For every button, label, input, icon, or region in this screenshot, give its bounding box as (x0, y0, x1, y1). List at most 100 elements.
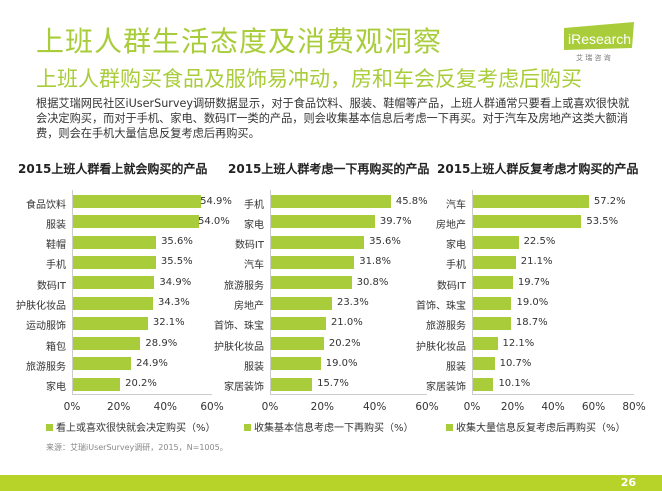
data-label: 10.1% (498, 378, 531, 390)
bar (271, 235, 365, 249)
data-label: 21.0% (330, 317, 363, 329)
data-label: 22.5% (523, 236, 556, 248)
bar (271, 337, 324, 351)
category-label: 护肤化妆品 (214, 341, 264, 353)
x-tick-label: 60% (581, 401, 606, 413)
category-label: 房地产 (436, 219, 466, 231)
data-label: 57.2% (593, 195, 626, 207)
category-label: 旅游服务 (224, 280, 264, 292)
y-axis-line (72, 190, 73, 395)
data-label: 34.3% (158, 297, 190, 308)
category-label: 家电 (244, 219, 264, 231)
x-tick-label: 40% (153, 401, 177, 413)
category-label: 家电 (46, 382, 66, 394)
data-label: 20.2% (328, 337, 361, 349)
x-tick-label: 60% (200, 401, 224, 413)
data-label: 23.3% (336, 297, 369, 308)
legend-item: 收集基本信息考虑一下再购买（%） (244, 419, 414, 434)
bar (73, 276, 155, 290)
bar (271, 316, 326, 330)
bar (73, 357, 132, 371)
chart-title: 2015上班人群反复考虑才购买的产品 (437, 162, 639, 176)
bar (271, 276, 352, 290)
category-label: 数码IT (436, 280, 466, 292)
category-label: 旅游服务 (26, 361, 66, 373)
x-axis-line (72, 394, 212, 395)
category-label: 汽车 (244, 260, 264, 272)
bar (271, 255, 355, 269)
category-label: 首饰、珠宝 (214, 321, 264, 333)
data-label: 10.7% (499, 357, 532, 369)
category-label: 首饰、珠宝 (416, 301, 466, 312)
x-tick-label: 0% (463, 401, 481, 413)
data-label: 19.7% (517, 276, 550, 288)
legend-swatch (244, 424, 251, 431)
legend-label: 看上或喜欢很快就会决定购买（%） (56, 423, 216, 434)
category-label: 手机 (46, 260, 66, 272)
bar (73, 316, 148, 330)
data-label: 54.0% (198, 215, 230, 227)
data-label: 19.0% (516, 297, 549, 308)
x-tick-label: 40% (362, 401, 387, 413)
bar (73, 235, 157, 249)
x-tick-label: 60% (415, 401, 439, 413)
data-label: 18.7% (515, 317, 548, 329)
bar (73, 215, 199, 229)
category-label: 手机 (446, 260, 466, 272)
bar (73, 255, 156, 269)
x-tick-label: 40% (541, 401, 565, 413)
data-label: 35.6% (369, 236, 401, 248)
page-title: 上班人群生活态度及消费观洞察 (36, 25, 443, 58)
bar (73, 195, 202, 208)
category-label: 服装 (446, 361, 466, 373)
iresearch-logo: iResearch 艾 瑞 咨 询 (556, 22, 636, 62)
x-tick-label: 0% (261, 401, 279, 413)
data-label: 28.9% (145, 337, 178, 349)
legend-swatch (446, 424, 453, 431)
bar (473, 296, 512, 310)
category-label: 数码IT (234, 240, 264, 252)
bar (473, 337, 498, 351)
bar (473, 357, 495, 371)
chart-title: 2015上班人群看上就会购买的产品 (18, 162, 208, 176)
category-label: 旅游服务 (426, 321, 466, 333)
data-label: 53.5% (586, 215, 619, 227)
category-label: 运动服饰 (26, 321, 66, 333)
x-tick-label: 80% (622, 401, 646, 413)
y-axis-line (270, 190, 271, 395)
bar (473, 316, 511, 330)
data-label: 35.5% (160, 256, 193, 268)
bar (473, 235, 519, 249)
bar (271, 215, 375, 229)
bar (271, 195, 391, 208)
data-label: 45.8% (395, 195, 428, 207)
legend-item: 看上或喜欢很快就会决定购买（%） (46, 419, 216, 434)
data-label: 34.9% (159, 276, 192, 288)
legend-item: 收集大量信息反复考虑后再购买（%） (446, 419, 626, 434)
data-label: 30.8% (356, 276, 389, 288)
data-label: 24.9% (136, 357, 168, 369)
x-tick-label: 20% (500, 401, 525, 413)
source-note: 来源：艾瑞iUserSurvey调研，2015，N=1005。 (46, 443, 228, 452)
bar (73, 377, 121, 391)
category-label: 手机 (244, 199, 264, 211)
data-label: 12.1% (502, 337, 535, 349)
bar (271, 377, 313, 391)
bar (473, 276, 513, 290)
data-label: 32.1% (152, 317, 185, 329)
data-label: 15.7% (317, 378, 349, 390)
category-label: 箱包 (46, 341, 66, 353)
data-label: 19.0% (325, 357, 358, 369)
x-tick-label: 0% (63, 401, 81, 413)
body-text: 根据艾瑞网民社区iUserSurvey调研数据显示，对于食品饮料、服装、鞋帽等产… (36, 97, 630, 140)
category-label: 服装 (46, 219, 66, 231)
bar (473, 377, 494, 391)
category-label: 护肤化妆品 (16, 301, 66, 312)
svg-text:iResearch: iResearch (568, 31, 631, 47)
y-axis-line (472, 190, 473, 395)
category-label: 鞋帽 (46, 240, 66, 252)
legend-swatch (46, 424, 53, 431)
x-tick-label: 20% (310, 401, 334, 413)
svg-text:艾 瑞 咨 询: 艾 瑞 咨 询 (576, 53, 611, 62)
bar (271, 357, 321, 371)
